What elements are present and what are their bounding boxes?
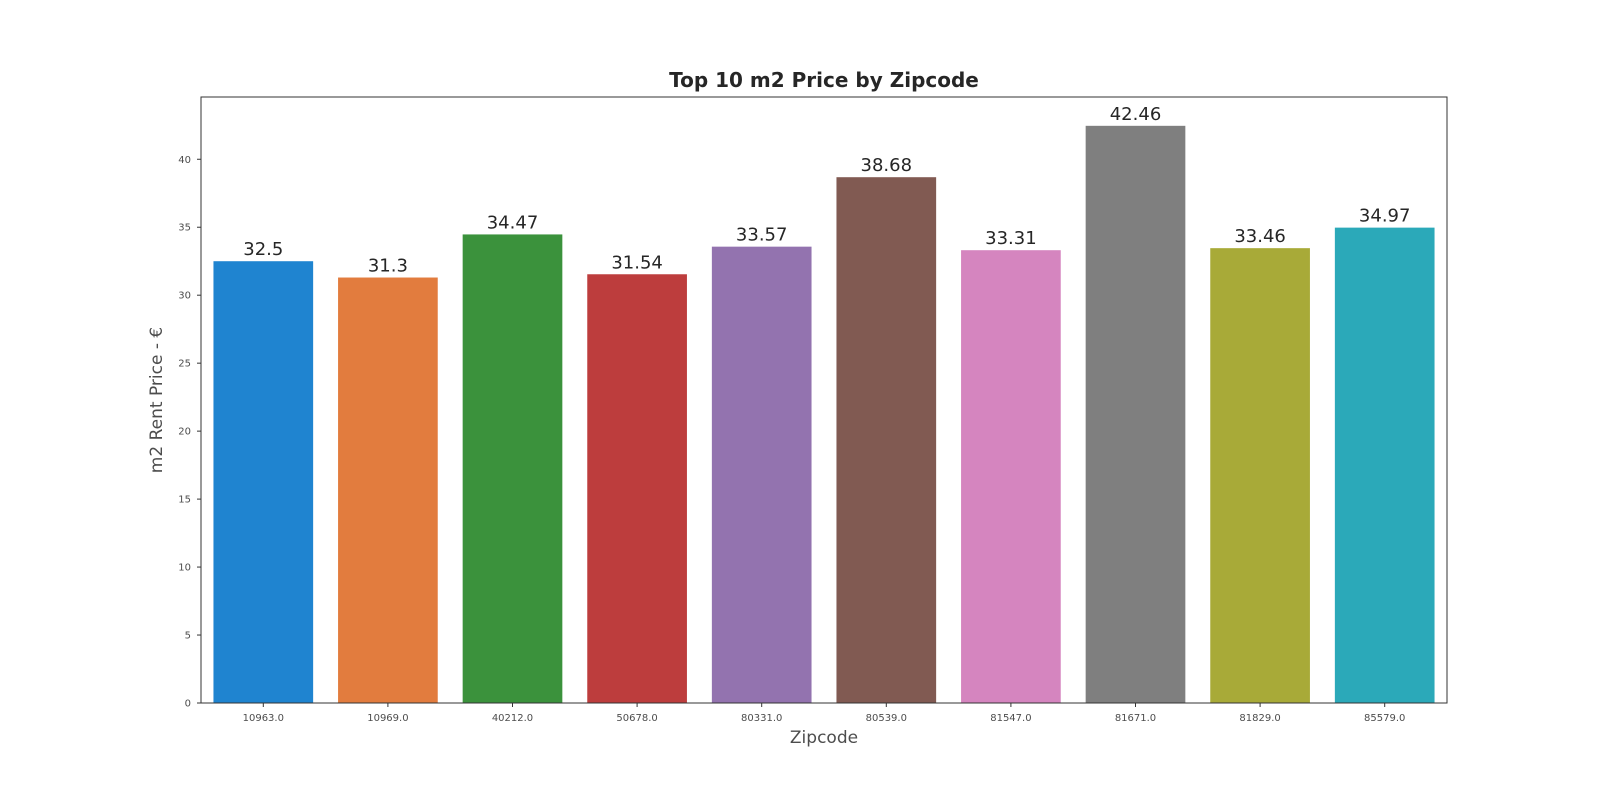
data-label-10963.0: 32.5 (243, 239, 283, 260)
y-tick-label-25: 25 (178, 359, 191, 370)
axes-layer: 10963.0 10969.0 40212.0 50678.0 80331.0 80539… (178, 155, 1405, 724)
x-axis-label: Zipcode (790, 728, 858, 748)
x-tick-label-81671.0: 81671.0 (1115, 713, 1156, 724)
data-label-80539.0: 38.68 (861, 155, 913, 176)
y-tick-label-40: 40 (178, 155, 191, 166)
data-label-50678.0: 31.54 (611, 252, 663, 273)
x-tick-label-80539.0: 80539.0 (866, 713, 907, 724)
data-label-40212.0: 34.47 (487, 212, 539, 233)
x-tick-label-85579.0: 85579.0 (1364, 713, 1405, 724)
y-axis-label: m2 Rent Price - € (147, 327, 167, 473)
x-tick-label-50678.0: 50678.0 (616, 713, 657, 724)
x-tick-label-80331.0: 80331.0 (741, 713, 782, 724)
x-tick-label-10969.0: 10969.0 (367, 713, 408, 724)
y-tick-label-30: 30 (178, 291, 191, 302)
data-label-81547.0: 33.31 (985, 228, 1037, 249)
chart-title: Top 10 m2 Price by Zipcode (669, 68, 979, 92)
y-tick-label-35: 35 (178, 223, 191, 234)
y-tick-label-10: 10 (178, 563, 191, 574)
x-tick-label-10963.0: 10963.0 (243, 713, 284, 724)
bar-81547.0 (961, 250, 1061, 703)
y-tick-label-15: 15 (178, 495, 191, 506)
bar-40212.0 (462, 234, 563, 703)
data-label-81829.0: 33.46 (1234, 226, 1286, 247)
x-tick-label-81547.0: 81547.0 (990, 713, 1031, 724)
bar-10963.0 (213, 261, 314, 703)
x-tick-label-81829.0: 81829.0 (1239, 713, 1280, 724)
bar-80331.0 (711, 246, 812, 703)
bar-10969.0 (338, 277, 438, 703)
x-tick-label-40212.0: 40212.0 (492, 713, 533, 724)
bar-81829.0 (1210, 248, 1310, 703)
y-tick-label-0: 0 (185, 699, 191, 710)
data-label-81671.0: 42.46 (1110, 104, 1162, 125)
bar-85579.0 (1334, 227, 1435, 703)
bar-81671.0 (1085, 125, 1186, 703)
y-tick-label-5: 5 (185, 631, 191, 642)
data-label-85579.0: 34.97 (1359, 206, 1411, 227)
bar-80539.0 (836, 177, 937, 703)
bars-layer: 32.5 31.3 34.47 31.54 33.57 38.68 33.31 42.46 33… (213, 104, 1435, 703)
data-label-10969.0: 31.3 (368, 256, 408, 277)
bar-50678.0 (587, 274, 687, 703)
plot-frame (200, 96, 1448, 704)
data-label-80331.0: 33.57 (736, 225, 788, 246)
y-tick-label-20: 20 (178, 427, 191, 438)
